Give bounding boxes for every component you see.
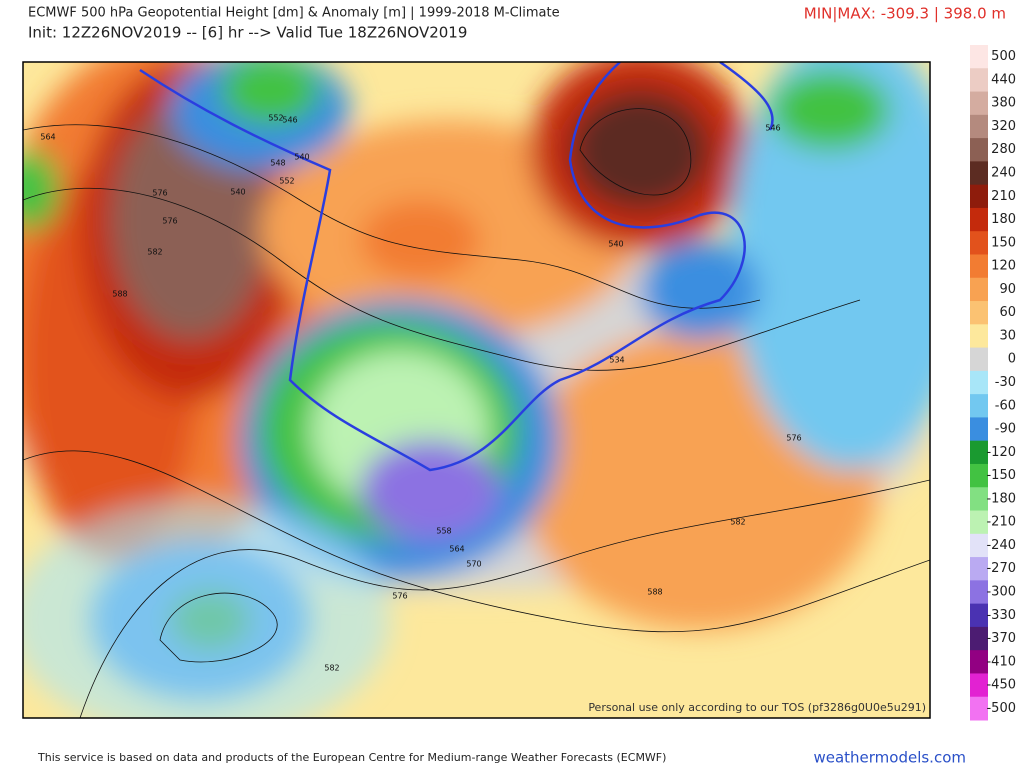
colorbar-label: -150 — [986, 468, 1016, 483]
colorbar-swatch — [970, 184, 988, 209]
colorbar-label: -60 — [995, 398, 1016, 413]
colorbar-label: 320 — [991, 119, 1016, 134]
colorbar-label: 60 — [999, 305, 1016, 320]
colorbar-label: -450 — [986, 678, 1016, 693]
colorbar-swatch — [970, 45, 988, 69]
colorbar-label: -210 — [986, 515, 1016, 530]
colorbar-label: 0 — [1008, 352, 1016, 367]
colorbar-swatch — [970, 417, 988, 442]
contour-label: 540 — [230, 188, 245, 197]
contour-label: 582 — [324, 664, 339, 673]
contour-label: 540 — [294, 153, 309, 162]
colorbar: 500 440 380 320 280 240 210 180 150 120 90 60 30 0 -30… — [970, 45, 1016, 721]
footer-credit: This service is based on data and produc… — [37, 751, 666, 764]
footer-site: weathermodels.com — [813, 749, 966, 767]
colorbar-swatch — [970, 347, 988, 372]
colorbar-label: 90 — [999, 282, 1016, 297]
colorbar-label: -370 — [986, 631, 1016, 646]
colorbar-swatch — [970, 277, 988, 302]
colorbar-label: 380 — [991, 96, 1016, 111]
subtitle: Init: 12Z26NOV2019 -- [6] hr --> Valid T… — [28, 24, 467, 42]
colorbar-swatch — [970, 207, 988, 232]
colorbar-label: 240 — [991, 166, 1016, 181]
contour-label: 546 — [282, 116, 297, 125]
colorbar-label: -330 — [986, 608, 1016, 623]
colorbar-swatch — [970, 91, 988, 116]
colorbar-label: -90 — [995, 422, 1016, 437]
contour-label: 564 — [449, 545, 464, 554]
contour-label: 564 — [40, 133, 55, 142]
colorbar-swatch — [970, 557, 988, 581]
colorbar-swatch — [970, 673, 988, 698]
colorbar-swatch — [970, 650, 988, 674]
colorbar-label: 180 — [991, 212, 1016, 227]
contour-label: 548 — [270, 159, 285, 168]
colorbar-label: -30 — [995, 375, 1016, 390]
contour-label: 546 — [765, 124, 780, 133]
contour-label: 552 — [279, 177, 294, 186]
colorbar-label: -300 — [986, 584, 1016, 599]
map: 5645765765825885405485525465405465345765… — [23, 62, 930, 718]
colorbar-label: -270 — [986, 561, 1016, 576]
contour-label: 576 — [392, 592, 407, 601]
colorbar-label: 500 — [991, 49, 1016, 64]
colorbar-swatch — [970, 231, 988, 255]
colorbar-swatch — [970, 463, 988, 488]
contour-label: 582 — [147, 248, 162, 257]
colorbar-label: 150 — [991, 235, 1016, 250]
colorbar-swatch — [970, 114, 988, 139]
colorbar-label: 210 — [991, 189, 1016, 204]
title: ECMWF 500 hPa Geopotential Height [dm] &… — [28, 6, 560, 21]
colorbar-label: 440 — [991, 72, 1016, 87]
colorbar-swatch — [970, 626, 988, 651]
colorbar-swatch — [970, 394, 988, 418]
colorbar-label: 280 — [991, 142, 1016, 157]
watermark: Personal use only according to our TOS (… — [588, 701, 926, 714]
colorbar-label: -500 — [986, 701, 1016, 716]
contour-label: 540 — [608, 240, 623, 249]
colorbar-label: 120 — [991, 259, 1016, 274]
contour-label: 576 — [162, 217, 177, 226]
colorbar-swatch — [970, 696, 988, 721]
contour-label: 576 — [152, 189, 167, 198]
colorbar-label: -410 — [986, 654, 1016, 669]
colorbar-swatch — [970, 580, 988, 605]
colorbar-swatch — [970, 370, 988, 395]
colorbar-swatch — [970, 487, 988, 512]
min-max: MIN|MAX: -309.3 | 398.0 m — [804, 5, 1006, 23]
colorbar-swatch — [970, 533, 988, 558]
contour-label: 570 — [466, 560, 481, 569]
colorbar-swatch — [970, 440, 988, 465]
colorbar-swatch — [970, 324, 988, 349]
map-frame — [22, 61, 931, 719]
colorbar-label: -180 — [986, 491, 1016, 506]
colorbar-swatch — [970, 510, 988, 535]
colorbar-label: -120 — [986, 445, 1016, 460]
contour-label: 534 — [609, 356, 624, 365]
contour-label: 588 — [647, 588, 662, 597]
colorbar-swatch — [970, 68, 988, 93]
colorbar-label: 30 — [999, 328, 1016, 343]
colorbar-swatch — [970, 161, 988, 186]
contour-label: 552 — [268, 114, 283, 123]
colorbar-swatch — [970, 603, 988, 628]
colorbar-swatch — [970, 254, 988, 279]
colorbar-swatch — [970, 301, 988, 325]
contour-label: 558 — [436, 527, 451, 536]
contour-label: 582 — [730, 518, 745, 527]
contour-label: 576 — [786, 434, 801, 443]
colorbar-swatch — [970, 138, 988, 162]
colorbar-label: -240 — [986, 538, 1016, 553]
contour-label: 588 — [112, 290, 127, 299]
